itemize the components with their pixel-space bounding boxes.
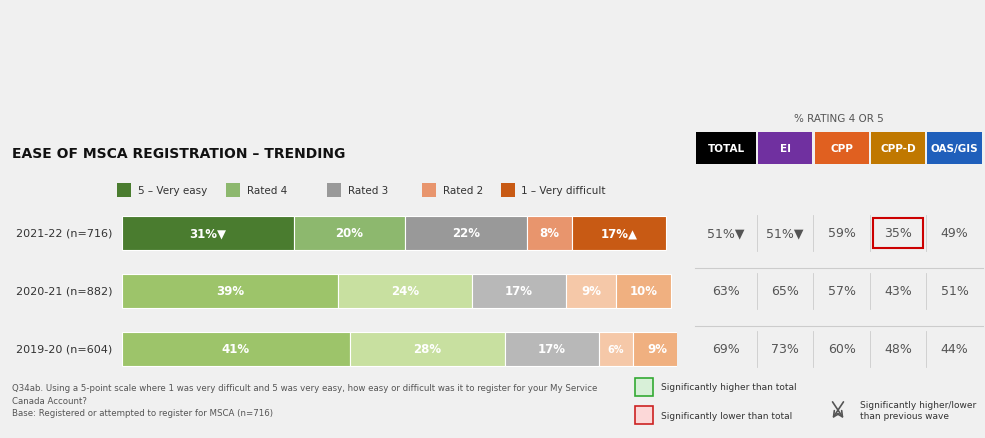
Bar [566, 274, 616, 309]
Bar [696, 133, 755, 165]
Text: 6%: 6% [608, 344, 624, 354]
Text: 73%: 73% [771, 343, 799, 356]
Bar [295, 216, 405, 251]
Text: 41%: 41% [222, 343, 250, 356]
Text: CPP: CPP [830, 144, 853, 154]
Text: 24%: 24% [391, 285, 419, 298]
Text: 1 – Very difficult: 1 – Very difficult [521, 186, 606, 195]
Text: 17%▲: 17%▲ [600, 227, 637, 240]
Text: 60%: 60% [827, 343, 856, 356]
Text: 10%: 10% [629, 285, 658, 298]
Bar [505, 332, 599, 367]
Text: 49%: 49% [941, 227, 968, 240]
Text: 9%: 9% [647, 343, 668, 356]
Bar [635, 378, 653, 396]
Text: 2020-21 (n=882): 2020-21 (n=882) [16, 286, 112, 297]
Text: Significantly higher/lower
than previous wave: Significantly higher/lower than previous… [860, 400, 976, 420]
Text: 48%: 48% [885, 343, 912, 356]
Text: 8%: 8% [540, 227, 559, 240]
Bar [928, 133, 982, 165]
Text: Significantly higher than total: Significantly higher than total [661, 382, 797, 392]
Text: 69%: 69% [712, 343, 740, 356]
Text: 44%: 44% [941, 343, 968, 356]
Bar [227, 184, 240, 198]
Bar [405, 216, 527, 251]
Text: 9%: 9% [581, 285, 601, 298]
Bar [423, 184, 436, 198]
Bar [632, 332, 683, 367]
Text: 17%: 17% [538, 343, 566, 356]
Text: 43%: 43% [885, 285, 912, 298]
Text: Rated 3: Rated 3 [348, 186, 388, 195]
Text: 57%: 57% [827, 285, 856, 298]
Text: 51%: 51% [941, 285, 968, 298]
Text: 20%: 20% [336, 227, 363, 240]
Text: 2019-20 (n=604): 2019-20 (n=604) [16, 344, 112, 354]
Text: 2021-22 (n=716): 2021-22 (n=716) [16, 229, 112, 238]
Bar [122, 274, 339, 309]
Bar [599, 332, 632, 367]
Text: Q34ab. Using a 5-point scale where 1 was very difficult and 5 was very easy, how: Q34ab. Using a 5-point scale where 1 was… [12, 384, 597, 417]
Bar [871, 133, 925, 165]
Bar [616, 274, 672, 309]
Text: 28%: 28% [413, 343, 441, 356]
Text: EASE OF MSCA REGISTRATION – TRENDING: EASE OF MSCA REGISTRATION – TRENDING [12, 147, 346, 161]
Text: 59%: 59% [827, 227, 856, 240]
Text: TOTAL: TOTAL [707, 144, 745, 154]
Text: 31%▼: 31%▼ [189, 227, 227, 240]
Bar [527, 216, 571, 251]
Text: Significantly lower than total: Significantly lower than total [661, 411, 792, 420]
Text: EI: EI [780, 144, 791, 154]
Bar [122, 332, 350, 367]
Text: Rated 2: Rated 2 [443, 186, 484, 195]
Text: CPP-D: CPP-D [881, 144, 916, 154]
Bar [339, 274, 472, 309]
Text: OAS/GIS: OAS/GIS [931, 144, 978, 154]
Text: 5 – Very easy: 5 – Very easy [138, 186, 207, 195]
Text: 22%: 22% [452, 227, 480, 240]
Text: 17%: 17% [505, 285, 533, 298]
Bar [472, 274, 566, 309]
Bar [500, 184, 514, 198]
Bar [350, 332, 505, 367]
Bar [117, 184, 131, 198]
Bar [571, 216, 666, 251]
Bar [122, 216, 295, 251]
Bar [635, 406, 653, 424]
Text: Rated 4: Rated 4 [247, 186, 288, 195]
Text: 39%: 39% [216, 285, 244, 298]
Text: 35%: 35% [885, 227, 912, 240]
Text: 65%: 65% [771, 285, 799, 298]
Bar [758, 133, 813, 165]
Bar [327, 184, 341, 198]
Bar [815, 133, 869, 165]
Text: 51%▼: 51%▼ [707, 227, 745, 240]
Bar [873, 219, 923, 248]
Text: 51%▼: 51%▼ [766, 227, 804, 240]
Text: % RATING 4 OR 5: % RATING 4 OR 5 [794, 114, 884, 124]
Text: 63%: 63% [712, 285, 740, 298]
